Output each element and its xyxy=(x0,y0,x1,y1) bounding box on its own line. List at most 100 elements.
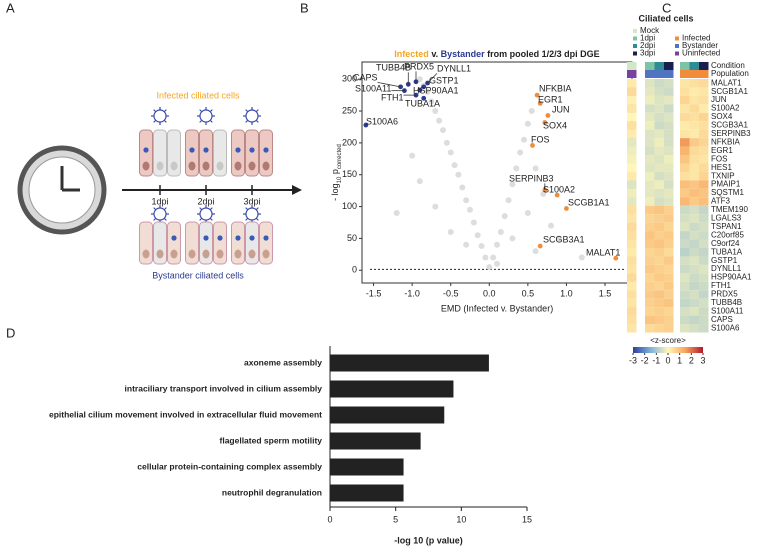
timepoint-label: 2dpi xyxy=(197,196,214,206)
bottom-label: Bystander ciliated cells xyxy=(152,270,244,280)
point xyxy=(490,254,497,261)
point xyxy=(478,243,485,250)
nucleus xyxy=(262,161,270,171)
bar xyxy=(330,432,421,450)
heat-cell xyxy=(664,231,674,240)
heat-cell xyxy=(645,180,655,189)
timepoint-label: 3dpi xyxy=(243,196,260,206)
nucleus xyxy=(170,161,178,171)
heat-cell xyxy=(664,222,674,232)
category-label: neutrophil degranulation xyxy=(222,487,322,497)
point xyxy=(421,95,427,101)
point xyxy=(447,229,454,236)
bar xyxy=(330,458,404,476)
point xyxy=(548,222,554,229)
legend-swatch xyxy=(633,44,637,48)
heat-cell xyxy=(680,95,690,105)
title-part: Infected xyxy=(394,49,429,59)
virus xyxy=(245,109,259,123)
gene-label: TUBA1A xyxy=(405,98,440,108)
point xyxy=(509,181,516,188)
nucleus xyxy=(234,249,242,259)
heat-cell xyxy=(699,95,709,105)
gene-label: NFKBIA xyxy=(539,83,572,93)
heat-cell xyxy=(627,180,637,189)
heat-cell xyxy=(645,248,655,257)
heat-cell xyxy=(645,256,655,265)
gene-label: PRDX5 xyxy=(404,61,434,71)
virus xyxy=(245,207,259,221)
heat-cell xyxy=(699,307,709,316)
x-tick-label: 0 xyxy=(327,514,332,524)
title-part: v. xyxy=(429,49,441,59)
heat-cell xyxy=(689,197,699,206)
heat-cell xyxy=(689,146,699,156)
gene-label: SCGB1A1 xyxy=(568,197,610,207)
heat-cell xyxy=(664,324,674,333)
heat-cell xyxy=(680,146,690,156)
heat-cell xyxy=(654,273,664,282)
virus-particle xyxy=(249,147,255,153)
annotation-cell xyxy=(654,62,664,70)
heat-cell xyxy=(627,155,637,164)
x-tick-label: 1.0 xyxy=(560,288,573,298)
heat-cell xyxy=(699,188,709,198)
heat-cell xyxy=(627,214,637,223)
point xyxy=(564,206,569,211)
heat-cell xyxy=(699,79,709,88)
heat-cell xyxy=(699,248,709,257)
heat-cell xyxy=(664,290,674,299)
point xyxy=(428,98,435,105)
heat-cell xyxy=(689,95,699,105)
heat-cell xyxy=(699,239,709,248)
row-label: PRDX5 xyxy=(711,290,738,299)
panel-label: D xyxy=(6,325,15,340)
heat-cell xyxy=(689,264,699,274)
heat-cell xyxy=(664,205,674,215)
heat-cell xyxy=(645,264,655,274)
virus-particle xyxy=(263,147,269,153)
heat-cell xyxy=(689,163,699,172)
heat-cell xyxy=(689,180,699,189)
row-label: DYNLL1 xyxy=(711,264,742,273)
point xyxy=(486,264,493,271)
annotation-cell xyxy=(699,70,709,78)
heat-cell xyxy=(627,121,637,130)
gene-label: GSTP1 xyxy=(429,75,459,85)
title-part: Bystander xyxy=(441,49,486,59)
heat-cell xyxy=(664,315,674,325)
heat-cell xyxy=(680,264,690,274)
heat-cell xyxy=(680,180,690,189)
heat-cell xyxy=(645,155,655,164)
legend-label: 3dpi xyxy=(640,49,655,58)
heat-cell xyxy=(664,307,674,316)
heat-cell xyxy=(680,214,690,223)
heat-cell xyxy=(664,112,674,122)
y-tick-label: 0 xyxy=(352,265,357,275)
gene-label: FOS xyxy=(531,134,550,144)
heat-cell xyxy=(699,290,709,299)
nucleus xyxy=(216,249,224,259)
point xyxy=(463,241,470,248)
point xyxy=(532,165,539,172)
heat-cell xyxy=(654,248,664,257)
heat-cell xyxy=(654,197,664,206)
heat-cell xyxy=(689,239,699,248)
virus-particle xyxy=(249,235,255,241)
heat-cell xyxy=(645,121,655,130)
x-tick-label: 0.5 xyxy=(522,288,535,298)
legend-label: 1dpi xyxy=(640,34,655,43)
heat-cell xyxy=(689,188,699,198)
heat-cell xyxy=(654,163,664,172)
heat-cell xyxy=(664,163,674,172)
heat-cell xyxy=(689,205,699,215)
heat-cell xyxy=(654,104,664,113)
heat-cell xyxy=(627,205,637,215)
gene-label: FTH1 xyxy=(381,92,404,102)
heat-cell xyxy=(627,256,637,265)
legend-swatch xyxy=(633,29,637,33)
row-label: HES1 xyxy=(711,163,732,172)
heat-cell xyxy=(645,87,655,96)
legend-label: Mock xyxy=(640,26,660,35)
heat-cell xyxy=(680,290,690,299)
